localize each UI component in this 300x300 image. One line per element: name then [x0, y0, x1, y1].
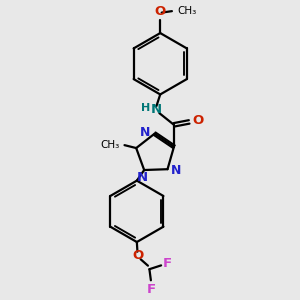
Text: N: N [137, 172, 148, 184]
Text: CH₃: CH₃ [100, 140, 119, 150]
Text: F: F [163, 257, 172, 270]
Text: N: N [140, 126, 150, 139]
Text: N: N [171, 164, 181, 177]
Text: H: H [141, 103, 151, 113]
Text: O: O [133, 249, 144, 262]
Text: O: O [154, 4, 166, 18]
Text: F: F [146, 283, 155, 296]
Text: N: N [150, 103, 161, 116]
Text: O: O [193, 114, 204, 127]
Text: CH₃: CH₃ [177, 6, 196, 16]
